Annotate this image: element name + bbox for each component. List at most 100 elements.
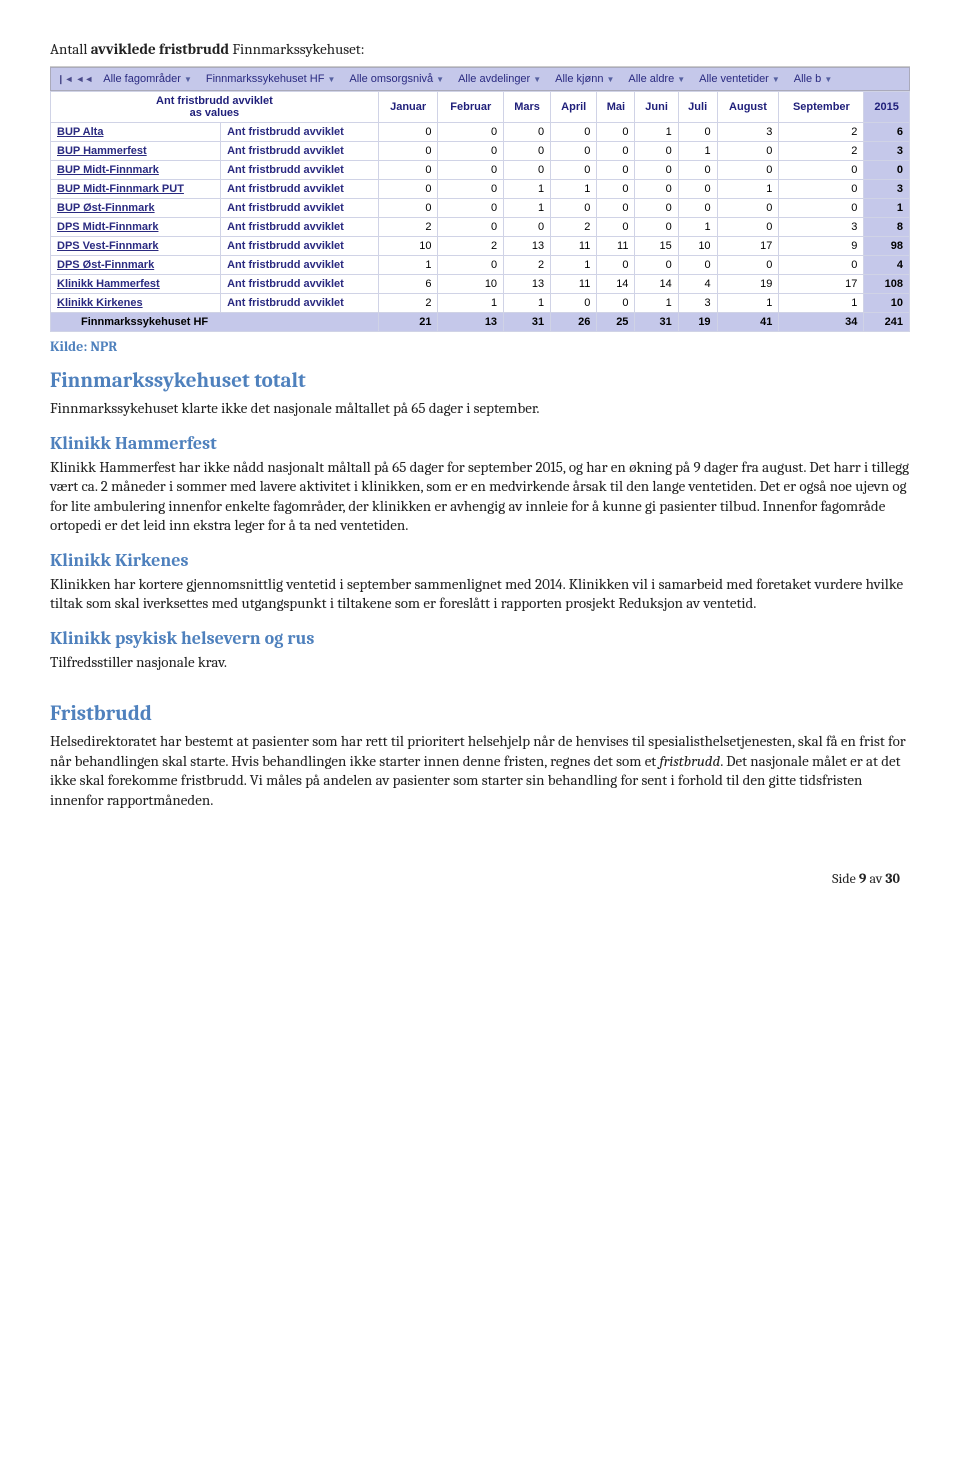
cell-value: 0 [504,142,551,161]
cell-value: 1 [635,294,678,313]
row-label[interactable]: Klinikk Hammerfest [51,275,221,294]
row-label[interactable]: DPS Øst-Finnmark [51,256,221,275]
breadcrumb-item[interactable]: Alle avdelinger▼ [458,73,541,85]
cell-value: 2 [438,237,504,256]
cell-value: 0 [678,161,717,180]
total-cell: 19 [678,313,717,332]
grand-total: 241 [864,313,910,332]
row-total: 4 [864,256,910,275]
nav-prev-icon[interactable]: ◄◄ [75,74,93,84]
footer-c: av [866,870,885,887]
cell-value: 17 [717,237,779,256]
cell-value: 0 [378,199,438,218]
cell-value: 0 [438,161,504,180]
cell-value: 9 [779,237,864,256]
cell-value: 0 [378,161,438,180]
cell-value: 10 [378,237,438,256]
row-label[interactable]: Klinikk Kirkenes [51,294,221,313]
table-row: BUP HammerfestAnt fristbrudd avviklet000… [51,142,910,161]
row-label[interactable]: DPS Midt-Finnmark [51,218,221,237]
cell-value: 0 [597,199,635,218]
cell-value: 0 [597,256,635,275]
cell-value: 0 [438,256,504,275]
heading-fin-total: Finnmarkssykehuset totalt [50,369,910,393]
cell-value: 1 [779,294,864,313]
col-month: September [779,92,864,123]
title-suffix: Finnmarkssykehuset: [229,40,364,58]
table-row: BUP Øst-FinnmarkAnt fristbrudd avviklet0… [51,199,910,218]
cell-value: 10 [678,237,717,256]
cell-value: 0 [504,161,551,180]
total-cell: 21 [378,313,438,332]
cell-value: 3 [779,218,864,237]
cell-value: 0 [551,294,597,313]
col-month: Juni [635,92,678,123]
cell-value: 0 [438,180,504,199]
cell-value: 0 [504,218,551,237]
heading-kirkenes: Klinikk Kirkenes [50,550,910,571]
cell-value: 0 [678,199,717,218]
row-total: 98 [864,237,910,256]
table-row: BUP AltaAnt fristbrudd avviklet000001032… [51,123,910,142]
breadcrumb-item[interactable]: Finnmarkssykehuset HF▼ [206,73,336,85]
breadcrumb-item[interactable]: Alle fagområder▼ [103,73,192,85]
row-desc: Ant fristbrudd avviklet [221,218,379,237]
row-label[interactable]: BUP Midt-Finnmark [51,161,221,180]
cell-value: 2 [779,142,864,161]
total-cell: 26 [551,313,597,332]
breadcrumb-item[interactable]: Alle kjønn▼ [555,73,614,85]
page-footer: Side 9 av 30 [50,870,910,887]
cell-value: 0 [779,161,864,180]
row-desc: Ant fristbrudd avviklet [221,123,379,142]
data-table: Ant fristbrudd avviklet as values Januar… [50,91,910,332]
cell-value: 0 [438,123,504,142]
breadcrumb: ❙◄ ◄◄ Alle fagområder▼ Finnmarkssykehuset… [50,67,910,91]
col-month: April [551,92,597,123]
cell-value: 1 [717,180,779,199]
breadcrumb-item[interactable]: Alle aldre▼ [628,73,685,85]
table-row: Klinikk KirkenesAnt fristbrudd avviklet2… [51,294,910,313]
breadcrumb-item[interactable]: Alle b▼ [794,73,832,85]
cell-value: 19 [717,275,779,294]
row-label[interactable]: DPS Vest-Finnmark [51,237,221,256]
breadcrumb-item[interactable]: Alle omsorgsnivå▼ [349,73,444,85]
cell-value: 6 [378,275,438,294]
para-fin-total: Finnmarkssykehuset klarte ikke det nasjo… [50,399,910,419]
cell-value: 0 [597,123,635,142]
cell-value: 0 [438,199,504,218]
cell-value: 1 [551,256,597,275]
cell-value: 2 [551,218,597,237]
cell-value: 1 [504,180,551,199]
table-header-block: Ant fristbrudd avviklet as values [51,92,379,123]
footer-total: 30 [885,870,900,887]
cell-value: 0 [597,294,635,313]
title-bold: avviklede fristbrudd [91,40,229,58]
row-label[interactable]: BUP Hammerfest [51,142,221,161]
row-total: 1 [864,199,910,218]
row-label[interactable]: BUP Midt-Finnmark PUT [51,180,221,199]
header-line1: Ant fristbrudd avviklet [57,95,372,107]
breadcrumb-item[interactable]: Alle ventetider▼ [699,73,780,85]
cell-value: 3 [717,123,779,142]
cell-value: 14 [635,275,678,294]
row-desc: Ant fristbrudd avviklet [221,199,379,218]
nav-icons[interactable]: ❙◄ ◄◄ [57,74,93,85]
cell-value: 1 [678,218,717,237]
cell-value: 0 [779,199,864,218]
cell-value: 2 [378,294,438,313]
page-subtitle: Antall avviklede fristbrudd Finnmarkssyk… [50,40,910,58]
row-label[interactable]: BUP Alta [51,123,221,142]
row-desc: Ant fristbrudd avviklet [221,142,379,161]
cell-value: 0 [597,180,635,199]
header-line2: as values [57,107,372,119]
cell-value: 11 [551,275,597,294]
cell-value: 10 [438,275,504,294]
nav-first-icon[interactable]: ❙◄ [57,74,73,85]
table-row: BUP Midt-Finnmark PUTAnt fristbrudd avvi… [51,180,910,199]
cell-value: 0 [597,161,635,180]
col-month: Januar [378,92,438,123]
row-desc: Ant fristbrudd avviklet [221,180,379,199]
heading-hammerfest: Klinikk Hammerfest [50,433,910,454]
total-label: Finnmarkssykehuset HF [51,313,379,332]
row-label[interactable]: BUP Øst-Finnmark [51,199,221,218]
